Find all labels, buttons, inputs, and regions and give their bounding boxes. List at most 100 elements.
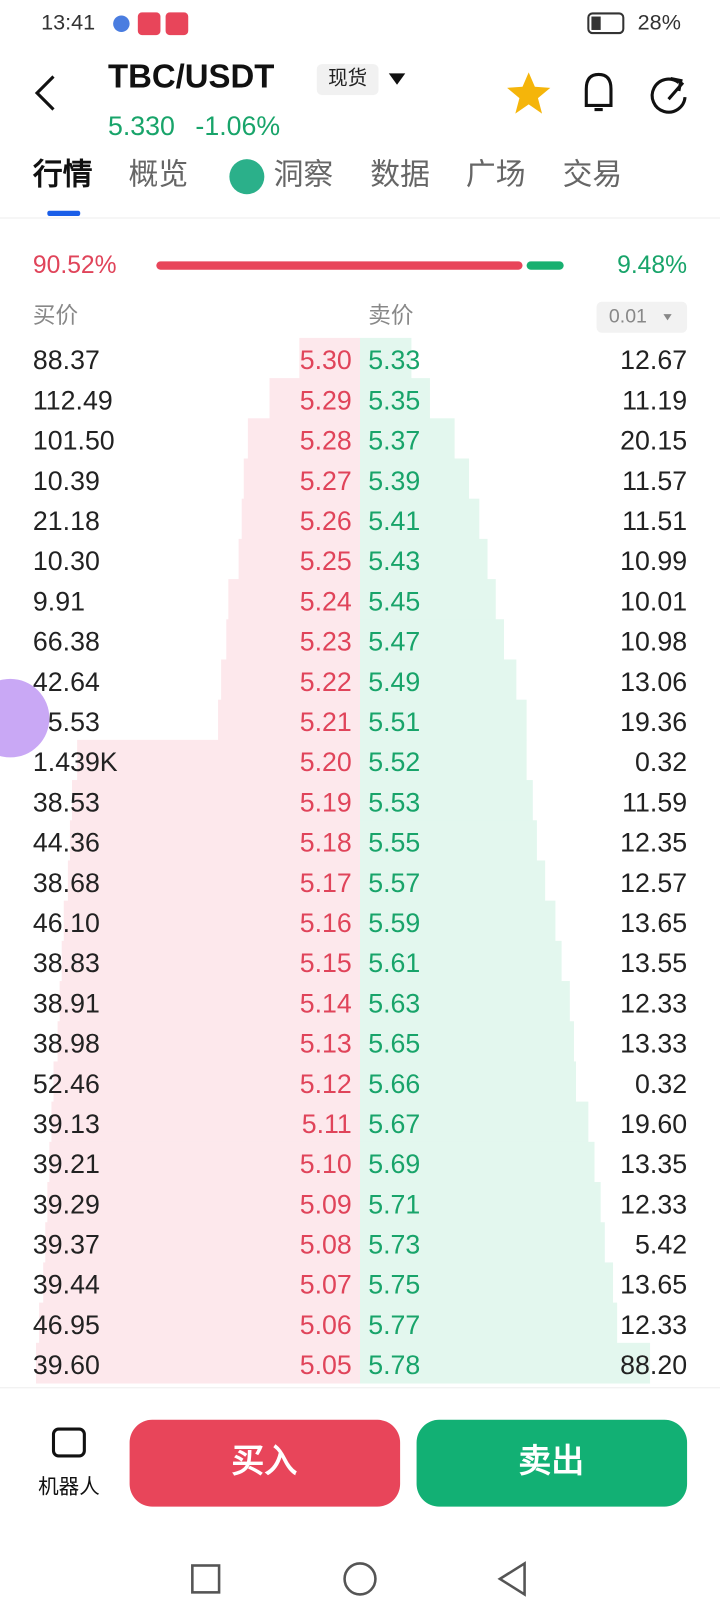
ask-quantity: 13.65 — [620, 1270, 687, 1300]
ask-price: 5.43 — [368, 546, 420, 576]
battery-level — [591, 16, 601, 30]
ask-price: 5.67 — [368, 1109, 420, 1139]
nav-back[interactable] — [497, 1561, 526, 1597]
bid-quantity: 66.38 — [33, 627, 100, 657]
status-battery: 28% — [638, 9, 681, 34]
ask-depth — [360, 1302, 618, 1344]
bid-price: 5.17 — [300, 868, 352, 898]
ask-depth — [360, 1342, 651, 1384]
ask-price: 5.75 — [368, 1270, 420, 1300]
tab[interactable]: 行情 — [32, 159, 93, 192]
ask-quantity: 11.19 — [622, 385, 687, 415]
ask-quantity: 12.67 — [620, 345, 687, 375]
precision-selector[interactable] — [596, 301, 688, 333]
nav-home[interactable] — [343, 1562, 377, 1596]
ask-price: 5.66 — [368, 1069, 420, 1099]
ask-header: 卖价 — [368, 302, 413, 328]
ask-depth — [360, 1141, 595, 1183]
bid-depth — [61, 940, 360, 982]
ask-quantity: 10.99 — [620, 546, 687, 576]
ask-price: 5.69 — [368, 1149, 420, 1179]
bid-price: 5.15 — [300, 948, 352, 978]
ask-depth — [360, 1021, 574, 1062]
ask-price: 5.45 — [368, 586, 420, 616]
ask-price: 5.71 — [368, 1189, 420, 1219]
ask-price: 5.57 — [368, 868, 420, 898]
bid-price: 5.06 — [300, 1310, 352, 1340]
bid-price: 5.11 — [302, 1109, 352, 1139]
floating-assistant[interactable] — [0, 678, 50, 758]
bid-price: 5.05 — [300, 1350, 352, 1380]
ask-price: 5.52 — [368, 747, 420, 777]
nav-recent[interactable] — [191, 1564, 221, 1594]
tab[interactable]: 广场 — [466, 159, 526, 192]
buy-ratio-bar — [156, 261, 523, 270]
bid-depth — [67, 860, 360, 902]
share-button[interactable] — [650, 77, 687, 114]
ask-price: 5.39 — [368, 466, 420, 496]
bid-depth — [77, 739, 361, 781]
status-icon — [165, 12, 189, 36]
status-time: 13:41 — [41, 9, 95, 34]
bid-quantity: 10.30 — [33, 546, 100, 576]
favorite-star[interactable] — [507, 72, 551, 114]
last-price: 5.330 — [108, 111, 175, 141]
bid-quantity: 39.60 — [33, 1350, 100, 1380]
tab[interactable]: 交易 — [563, 159, 623, 192]
ask-price: 5.63 — [368, 988, 420, 1018]
ask-depth — [360, 1061, 576, 1103]
robot-icon[interactable] — [51, 1427, 86, 1458]
ask-depth — [360, 900, 556, 942]
bid-price: 5.13 — [300, 1029, 352, 1059]
alert-bell[interactable] — [584, 72, 613, 112]
bid-price: 5.08 — [300, 1229, 352, 1259]
dropdown-arrow[interactable] — [388, 73, 406, 85]
bid-quantity: 88.37 — [33, 345, 100, 375]
ask-depth — [360, 498, 480, 540]
bid-quantity: 42.64 — [33, 667, 100, 697]
ask-quantity: 11.57 — [622, 466, 687, 496]
tab[interactable]: 洞察 — [274, 159, 334, 192]
tab[interactable]: 数据 — [370, 159, 430, 192]
ask-quantity: 12.33 — [620, 988, 687, 1018]
ask-price: 5.65 — [368, 1029, 420, 1059]
ask-depth — [360, 780, 533, 821]
ask-quantity: 13.55 — [620, 948, 687, 978]
bid-depth — [243, 458, 360, 500]
ask-depth — [360, 1262, 614, 1304]
sell-button[interactable] — [416, 1419, 688, 1507]
robot-label[interactable]: 机器人 — [38, 1475, 100, 1498]
buy-button[interactable] — [129, 1419, 401, 1507]
bid-depth — [43, 1262, 360, 1304]
ask-quantity: 20.15 — [620, 426, 687, 456]
bid-quantity: 39.21 — [33, 1149, 100, 1179]
bid-depth — [36, 1342, 360, 1384]
ask-price: 5.78 — [368, 1350, 420, 1380]
buy-button-label[interactable]: 买入 — [231, 1442, 297, 1479]
tab[interactable]: 概览 — [129, 159, 189, 192]
ask-quantity: 11.51 — [622, 506, 687, 536]
bid-depth — [57, 1021, 360, 1062]
back-button[interactable] — [34, 75, 55, 111]
bid-depth — [63, 900, 361, 942]
ask-depth — [360, 579, 496, 620]
bid-depth — [226, 619, 360, 660]
bid-depth — [247, 418, 360, 460]
bid-price: 5.07 — [300, 1270, 352, 1300]
ask-quantity: 19.60 — [620, 1109, 687, 1139]
bid-depth — [241, 498, 360, 540]
ask-depth — [360, 418, 455, 460]
bid-price: 5.21 — [300, 707, 352, 737]
sell-button-label[interactable]: 卖出 — [518, 1442, 584, 1479]
bid-price: 5.24 — [300, 586, 352, 616]
ask-price: 5.73 — [368, 1229, 420, 1259]
bid-depth — [269, 378, 360, 419]
bid-depth — [228, 579, 360, 620]
bid-depth — [218, 699, 360, 741]
market-type-badge[interactable] — [316, 64, 379, 96]
bid-price: 5.18 — [300, 828, 352, 858]
precision-arrow — [663, 314, 672, 321]
ask-quantity: 12.33 — [620, 1310, 687, 1340]
